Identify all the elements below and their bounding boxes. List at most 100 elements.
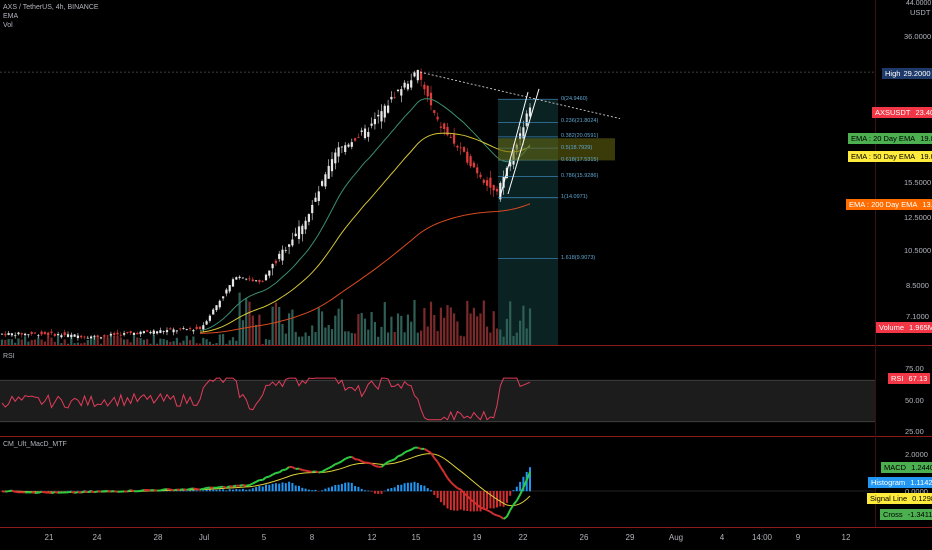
candle-body bbox=[103, 335, 106, 337]
volume-bar bbox=[311, 325, 314, 345]
volume-bar bbox=[317, 307, 320, 345]
candle-body bbox=[90, 336, 93, 339]
macd-line-segment bbox=[436, 461, 442, 468]
volume-bar bbox=[337, 308, 340, 345]
histogram-bar bbox=[403, 483, 406, 492]
volume-bar bbox=[222, 334, 225, 345]
histogram-bar bbox=[512, 490, 515, 492]
macd-line-segment bbox=[170, 488, 174, 492]
volume-bar bbox=[185, 335, 188, 345]
candle-body bbox=[208, 315, 211, 321]
macd-line-segment bbox=[275, 471, 280, 474]
fib-zone-box bbox=[498, 138, 615, 161]
histogram-bar bbox=[443, 491, 446, 506]
candle-body bbox=[360, 130, 363, 132]
histogram-bar bbox=[278, 483, 281, 492]
macd-line-segment bbox=[374, 464, 379, 468]
volume-bar bbox=[330, 329, 334, 345]
macd-line-segment bbox=[31, 491, 36, 494]
macd-line-segment bbox=[48, 491, 52, 495]
histogram-bar bbox=[499, 491, 502, 507]
histogram-tag: Histogram 1.1142 bbox=[868, 477, 932, 488]
volume-bar bbox=[281, 323, 284, 345]
macd-line-segment bbox=[380, 463, 386, 468]
volume-bar bbox=[14, 342, 17, 345]
candle-body bbox=[436, 116, 439, 120]
volume-bar bbox=[489, 332, 492, 345]
fib-label-05: 0.5(18.7929) bbox=[561, 145, 593, 151]
macd-line-segment bbox=[41, 490, 46, 494]
candle-body bbox=[245, 278, 248, 280]
volume-bar bbox=[469, 313, 472, 345]
macd-line-segment bbox=[232, 484, 237, 488]
volume-bar bbox=[367, 329, 370, 345]
rsi-legend[interactable]: RSI bbox=[3, 353, 15, 360]
candle-body bbox=[185, 329, 188, 330]
volume-bar bbox=[492, 311, 495, 345]
histogram-bar bbox=[96, 490, 99, 492]
macd-line-segment bbox=[54, 491, 59, 494]
fib-label-0382: 0.382(20.0591) bbox=[561, 133, 599, 139]
histogram-bar bbox=[466, 491, 469, 512]
candle-body bbox=[149, 331, 152, 334]
candle-body bbox=[317, 191, 320, 202]
macd-line-segment bbox=[193, 487, 197, 491]
candle-body bbox=[33, 332, 37, 334]
candle-body bbox=[119, 334, 122, 336]
volume-bar bbox=[505, 318, 508, 345]
histogram-bar bbox=[505, 491, 508, 503]
vol-legend[interactable]: Vol bbox=[3, 22, 13, 29]
candle-body bbox=[393, 96, 396, 98]
candle-body bbox=[462, 147, 466, 152]
time-axis-label: Aug bbox=[668, 533, 684, 542]
candle-body bbox=[459, 147, 462, 149]
candle-body bbox=[225, 289, 228, 294]
histogram-bar bbox=[529, 467, 531, 492]
histogram-bar bbox=[311, 490, 314, 492]
volume-bar bbox=[198, 343, 202, 345]
candle-body bbox=[311, 204, 314, 214]
volume-tag: Volume 1.965M bbox=[876, 322, 932, 333]
volume-bar bbox=[449, 307, 452, 345]
volume-bar bbox=[495, 328, 499, 345]
candle-body bbox=[476, 167, 479, 174]
candle-body bbox=[27, 334, 30, 336]
candle-body bbox=[380, 111, 383, 122]
candle-body bbox=[222, 296, 225, 299]
candle-body bbox=[99, 337, 103, 339]
macd-line-segment bbox=[94, 490, 98, 494]
histogram-bar bbox=[205, 489, 208, 492]
candle-body bbox=[17, 332, 20, 335]
candle-body bbox=[76, 335, 79, 339]
volume-bar bbox=[340, 299, 343, 345]
price-axis-unit: USDT bbox=[910, 8, 931, 17]
candle-body bbox=[106, 335, 109, 337]
histogram-bar bbox=[519, 481, 522, 492]
volume-bar bbox=[519, 320, 522, 345]
macd-line-segment bbox=[480, 506, 485, 510]
volume-bar bbox=[324, 327, 327, 345]
volume-bar bbox=[443, 317, 446, 345]
histogram-bar bbox=[347, 482, 350, 492]
candle-body bbox=[288, 244, 291, 247]
candle-body bbox=[0, 333, 4, 335]
candle-body bbox=[492, 184, 495, 191]
candle-body bbox=[489, 177, 492, 188]
symbol-legend[interactable]: AXS / TetherUS, 4h, BINANCE bbox=[3, 4, 99, 11]
ema-legend[interactable]: EMA bbox=[3, 13, 19, 20]
volume-bar bbox=[106, 337, 109, 345]
histogram-bar bbox=[453, 491, 456, 511]
macd-line-segment bbox=[357, 458, 363, 463]
volume-bar bbox=[195, 343, 198, 345]
fib-zone bbox=[498, 99, 558, 345]
macd-legend[interactable]: CM_Ult_MacD_MTF bbox=[3, 441, 67, 448]
histogram-bar bbox=[393, 487, 396, 492]
histogram-bar bbox=[225, 490, 228, 492]
macd-line-segment bbox=[515, 494, 521, 502]
volume-bar bbox=[278, 306, 281, 345]
histogram-bar bbox=[90, 490, 93, 492]
volume-bar bbox=[20, 339, 23, 345]
time-axis-label: 28 bbox=[153, 533, 163, 542]
